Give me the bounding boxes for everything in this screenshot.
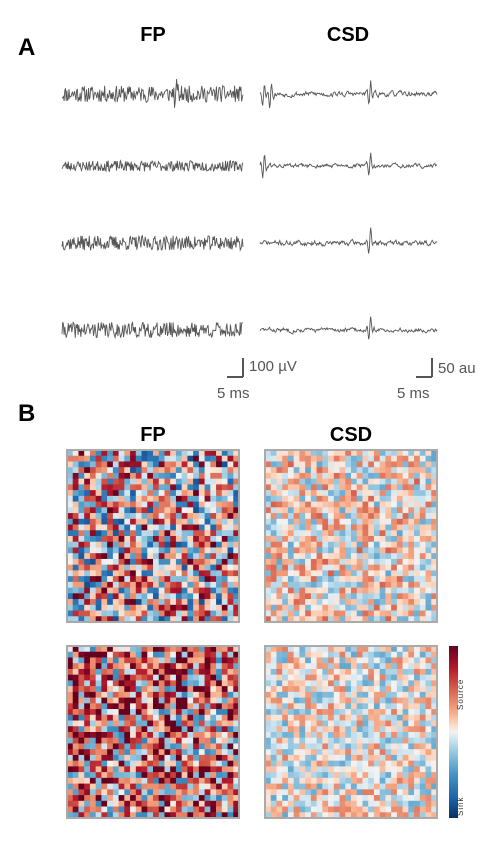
- fp-scalebar-vertical: [242, 358, 244, 377]
- fp-scalebar-horizontal: [227, 376, 243, 378]
- csd-trace-3: [259, 227, 438, 254]
- panel-a-csd-title: CSD: [326, 24, 370, 46]
- csd-scalebar-horizontal: [416, 376, 432, 378]
- panel-b-letter: B: [18, 400, 36, 427]
- heatmap-fp-1: [66, 449, 240, 623]
- colorbar: [449, 646, 458, 818]
- csd-scalebar-amplitude: 50 au: [438, 360, 476, 377]
- heatmap-fp-2: [66, 645, 240, 819]
- heatmap-csd-1: [264, 449, 438, 623]
- csd-scalebar-vertical: [431, 358, 433, 377]
- panel-b-csd-title: CSD: [329, 424, 373, 446]
- fp-trace-2: [61, 159, 244, 173]
- fp-trace-3: [61, 234, 244, 252]
- heatmap-csd-2: [264, 645, 438, 819]
- csd-scalebar-time: 5 ms: [397, 385, 430, 402]
- fp-trace-4: [61, 321, 244, 340]
- fp-scalebar-time: 5 ms: [217, 385, 250, 402]
- fp-trace-1: [61, 79, 244, 108]
- colorbar-sink-label: Sink: [456, 796, 465, 816]
- csd-trace-1: [259, 80, 438, 109]
- csd-trace-4: [259, 316, 438, 340]
- panel-a-letter: A: [18, 34, 36, 61]
- panel-a-fp-title: FP: [140, 24, 166, 46]
- fp-scalebar-amplitude: 100 µV: [249, 358, 297, 375]
- colorbar-source-label: Source: [456, 678, 465, 710]
- panel-b-fp-title: FP: [140, 424, 166, 446]
- traces-plot: [61, 79, 438, 340]
- csd-trace-2: [259, 152, 438, 179]
